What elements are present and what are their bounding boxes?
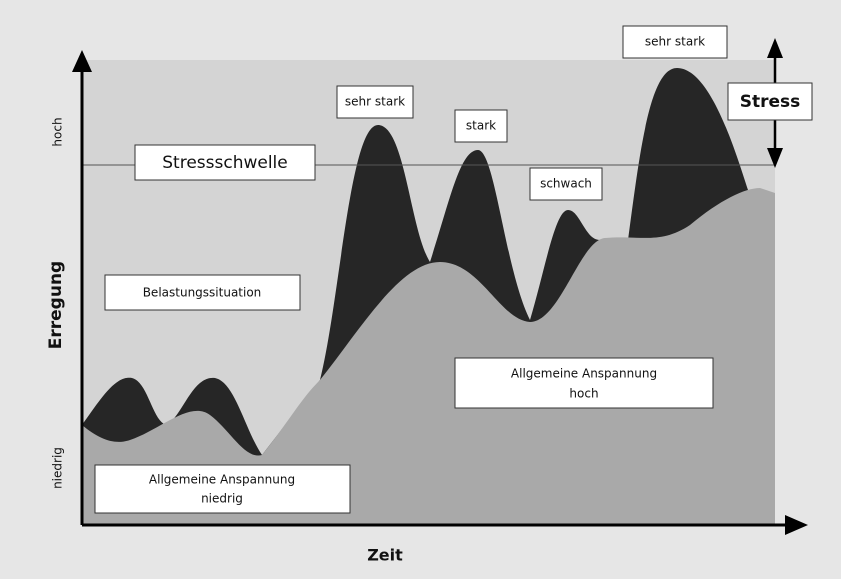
tension-low-box <box>94 464 351 514</box>
peak-box <box>454 109 508 143</box>
stress-box <box>727 82 813 121</box>
tension-high-label: Allgemeine Anspannung <box>511 367 657 381</box>
tension-high-label: hoch <box>569 387 598 401</box>
stress-label: Stress <box>740 92 801 112</box>
tension-low-label: Allgemeine Anspannung <box>149 473 295 487</box>
peak-label: sehr stark <box>645 35 705 49</box>
y-arrow <box>72 50 92 72</box>
situation-box <box>104 274 301 311</box>
threshold-label: Stressschwelle <box>162 153 288 173</box>
tension-area <box>82 188 775 525</box>
peak-box <box>529 167 603 201</box>
situation-label: Belastungssituation <box>143 286 262 300</box>
peak-label: stark <box>466 119 496 133</box>
peak-label: schwach <box>540 177 592 191</box>
y-title: Erregung <box>46 261 66 349</box>
peak-box <box>336 85 414 119</box>
peak-box <box>622 25 728 59</box>
y-low: niedrig <box>51 447 65 489</box>
tension-low-label: niedrig <box>201 492 243 506</box>
tension-high-box <box>454 357 714 409</box>
x-arrow <box>785 515 808 535</box>
x-title: Zeit <box>367 546 403 565</box>
peak-label: sehr stark <box>345 95 405 109</box>
threshold-box <box>134 144 316 181</box>
y-high: hoch <box>51 117 65 146</box>
